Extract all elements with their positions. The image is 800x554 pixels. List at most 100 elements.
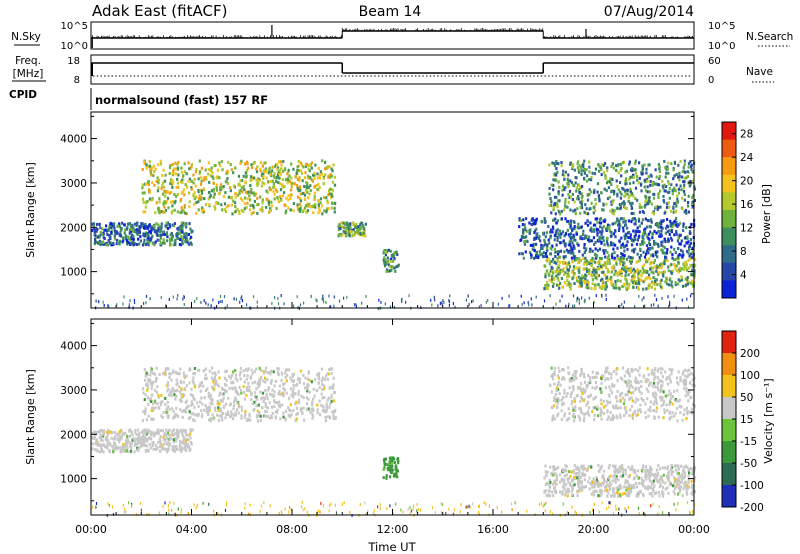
clutter-cell: [256, 305, 258, 309]
echo-cell: [691, 250, 694, 254]
clutter-cell: [622, 305, 624, 309]
echo-cell: [634, 247, 637, 251]
echo-cell: [248, 389, 251, 393]
echo-cell: [281, 183, 284, 187]
echo-cell: [605, 227, 608, 231]
clutter-cell: [210, 304, 212, 308]
echo-cell: [584, 281, 587, 285]
echo-cell: [651, 232, 654, 236]
colorbar-swatch: [722, 192, 736, 211]
echo-cell: [660, 229, 663, 233]
echo-cell: [232, 184, 235, 188]
echo-cell: [163, 210, 166, 214]
echo-cell: [214, 406, 217, 410]
echo-cell: [689, 179, 692, 183]
echo-cell: [630, 258, 633, 262]
echo-cell: [273, 197, 276, 201]
echo-cell: [670, 263, 673, 267]
echo-cell: [639, 243, 642, 246]
echo-cell: [147, 377, 150, 381]
echo-cell: [189, 448, 192, 452]
echo-cell: [585, 263, 588, 267]
colorbar-swatch: [722, 245, 736, 264]
echo-cell: [247, 381, 250, 385]
echo-cell: [173, 201, 176, 205]
echo-cell: [170, 200, 173, 204]
echo-cell: [340, 225, 343, 229]
echo-cell: [183, 210, 186, 214]
echo-cell: [565, 219, 569, 223]
echo-cell: [333, 183, 337, 187]
echo-cell: [622, 263, 625, 267]
echo-cell: [190, 163, 193, 167]
echo-cell: [382, 251, 385, 255]
echo-cell: [173, 389, 176, 393]
echo-cell: [155, 201, 158, 205]
echo-cell: [599, 217, 602, 221]
echo-cell: [301, 411, 304, 415]
echo-cell: [198, 368, 201, 372]
echo-cell: [183, 205, 186, 209]
echo-cell: [570, 239, 573, 243]
clutter-cell: [196, 297, 198, 300]
echo-cell: [613, 189, 616, 193]
echo-cell: [563, 273, 566, 276]
echo-cell: [310, 166, 313, 170]
echo-cell: [170, 238, 173, 242]
echo-cell: [101, 439, 104, 443]
echo-cell: [184, 439, 187, 443]
echo-cell: [217, 409, 220, 412]
echo-cell: [681, 207, 684, 211]
echo-cell: [582, 267, 585, 271]
echo-cell: [102, 434, 105, 438]
echo-cell: [620, 203, 623, 207]
echo-cell: [551, 161, 554, 165]
echo-cell: [305, 186, 308, 190]
clutter-cell: [310, 294, 312, 298]
echo-cell: [631, 201, 634, 205]
echo-cell: [265, 366, 268, 370]
echo-cell: [602, 219, 605, 223]
echo-cell: [689, 241, 693, 245]
echo-cell: [236, 193, 240, 197]
clutter-cell: [122, 302, 124, 306]
echo-cell: [101, 429, 104, 433]
echo-cell: [659, 205, 662, 209]
echo-cell: [180, 166, 183, 170]
echo-cell: [161, 184, 164, 188]
echo-cell: [182, 221, 185, 225]
echo-cell: [605, 261, 609, 265]
echo-cell: [168, 172, 171, 175]
echo-cell: [163, 447, 166, 451]
echo-cell: [118, 239, 121, 243]
echo-cell: [677, 247, 680, 250]
echo-cell: [348, 223, 351, 227]
y-tick-label: 4000: [60, 134, 87, 146]
echo-cell: [331, 367, 334, 371]
echo-cell: [597, 266, 600, 270]
echo-cell: [243, 374, 246, 377]
echo-cell: [266, 198, 269, 202]
echo-cell: [143, 191, 146, 195]
echo-cell: [600, 257, 603, 261]
echo-cell: [279, 182, 282, 186]
echo-cell: [632, 175, 635, 179]
echo-cell: [569, 251, 572, 255]
echo-cell: [518, 252, 521, 256]
echo-cell: [190, 442, 193, 446]
echo-cell: [178, 390, 182, 394]
echo-cell: [542, 255, 545, 259]
echo-cell: [217, 201, 220, 205]
echo-cell: [384, 253, 387, 257]
echo-cell: [313, 171, 316, 175]
echo-cell: [211, 171, 214, 175]
echo-cell: [622, 229, 625, 233]
echo-cell: [279, 405, 282, 409]
echo-cell: [246, 168, 249, 172]
echo-cell: [392, 255, 395, 259]
echo-cell: [612, 166, 615, 170]
echo-cell: [246, 162, 249, 166]
echo-cell: [116, 446, 120, 450]
clutter-cell: [128, 303, 130, 307]
echo-cell: [279, 188, 283, 192]
